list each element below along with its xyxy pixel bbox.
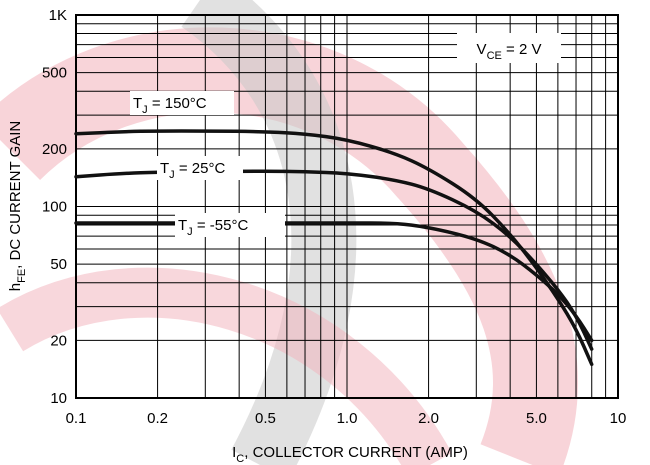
y-tick-label: 20 [50, 332, 67, 349]
y-axis-title: hFE, DC CURRENT GAIN [7, 121, 28, 291]
plot-grid [75, 14, 619, 399]
x-tick-label: 0.5 [255, 410, 276, 427]
background-watermark [0, 0, 578, 465]
series-line [74, 129, 594, 367]
x-tick-label: 5.0 [526, 410, 547, 427]
y-tick-label: 50 [50, 256, 67, 273]
series-label-text: TJ = -55°C [178, 217, 248, 238]
x-tick-label: 0.1 [66, 410, 87, 427]
plot-frame [75, 14, 619, 399]
series-label: TJ = -55°C [175, 213, 285, 238]
x-tick-label: 1.0 [337, 410, 358, 427]
x-tick-label: 0.2 [147, 410, 168, 427]
y-tick-label: 10 [50, 390, 67, 407]
x-tick-label: 10 [610, 410, 627, 427]
y-tick-label: 200 [42, 141, 67, 158]
y-tick-label: 1K [49, 7, 67, 24]
series-label-text: TJ = 150°C [133, 95, 207, 116]
series-label-text: TJ = 25°C [160, 160, 225, 181]
series-line [74, 169, 594, 351]
series-label: TJ = 150°C [130, 91, 234, 116]
x-tick-label: 2.0 [418, 410, 439, 427]
x-axis-title: IC, COLLECTOR CURRENT (AMP) [232, 444, 468, 465]
y-tick-label: 500 [42, 65, 67, 82]
series-label: TJ = 25°C [157, 156, 243, 181]
chart-labels: 0.1 0.2 0.5 1.0 2.0 5.0 10 10 20 50 100 200 500 1K IC,… [7, 7, 626, 465]
condition-label: VCE = 2 V [477, 41, 542, 62]
condition-annotation: VCE = 2 V [457, 33, 561, 63]
y-tick-label: 100 [42, 199, 67, 216]
